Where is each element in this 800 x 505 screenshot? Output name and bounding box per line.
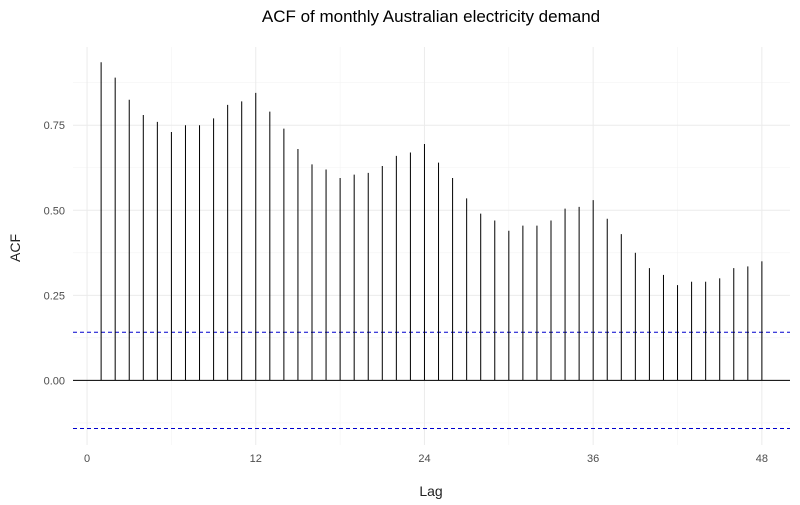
y-axis-title: ACF <box>7 234 23 262</box>
acf-bars <box>100 62 763 381</box>
y-tick-label: 0.50 <box>44 205 65 217</box>
y-tick-labels: 0.00 0.25 0.50 0.75 <box>44 120 65 387</box>
x-tick-label: 36 <box>587 453 599 465</box>
y-tick-label: 0.00 <box>44 375 65 387</box>
x-tick-label: 24 <box>418 453 430 465</box>
chart-title: ACF of monthly Australian electricity de… <box>262 7 600 26</box>
y-tick-label: 0.25 <box>44 290 65 302</box>
x-tick-labels: 0 12 24 36 48 <box>84 453 768 465</box>
x-axis-title: Lag <box>419 483 442 499</box>
confidence-lines <box>73 331 790 429</box>
x-tick-label: 0 <box>84 453 90 465</box>
grid-layer <box>73 47 790 445</box>
y-tick-label: 0.75 <box>44 120 65 132</box>
x-tick-label: 48 <box>756 453 768 465</box>
x-tick-label: 12 <box>250 453 262 465</box>
